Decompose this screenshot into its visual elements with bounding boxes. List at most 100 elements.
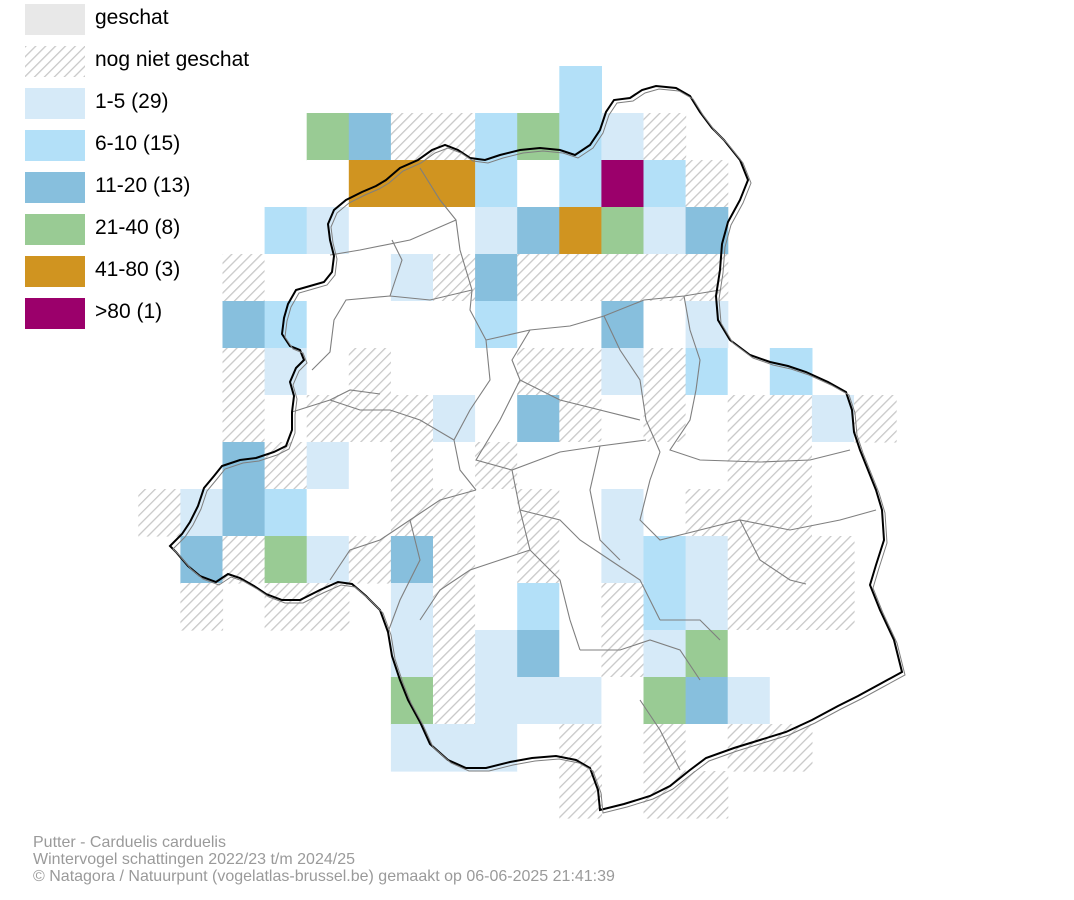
municipality-boundary xyxy=(580,639,701,681)
grid-cell xyxy=(727,489,771,537)
grid-cell xyxy=(475,489,518,537)
grid-cell xyxy=(433,677,476,725)
municipality-borders xyxy=(291,167,877,771)
grid-cell xyxy=(264,395,308,443)
grid-cell xyxy=(643,113,687,161)
grid-cell xyxy=(643,724,687,772)
grid-cell xyxy=(854,395,897,443)
grid-cell xyxy=(769,724,813,772)
grid-cell xyxy=(559,677,602,725)
municipality-boundary xyxy=(603,315,661,453)
grid-cell xyxy=(222,301,266,349)
legend-label: nog niet geschat xyxy=(95,48,250,71)
grid-cell xyxy=(643,442,687,490)
grid-cell xyxy=(643,160,687,208)
grid-cell xyxy=(348,395,392,443)
grid-cell xyxy=(685,583,729,631)
grid-cell xyxy=(348,442,392,490)
grid-cell xyxy=(433,113,476,161)
grid-cell xyxy=(475,160,518,208)
grid-cell xyxy=(685,348,729,396)
grid-cell xyxy=(433,442,476,490)
region-border-secondary xyxy=(172,88,906,814)
municipality-boundary xyxy=(639,451,877,541)
grid-cell xyxy=(643,677,687,725)
grid-cell xyxy=(390,113,434,161)
legend-swatch xyxy=(25,172,85,203)
grid-cell xyxy=(727,395,771,443)
legend-item-80-plus: >80 (1) xyxy=(25,294,355,336)
grid-cell xyxy=(769,442,813,490)
municipality-boundary xyxy=(329,399,455,441)
municipality-boundary xyxy=(660,619,721,641)
grid-cell xyxy=(601,113,645,161)
grid-cell xyxy=(517,677,560,725)
legend-label: 41-80 (3) xyxy=(95,258,181,281)
municipality-boundary xyxy=(511,469,581,651)
grid-cell xyxy=(769,395,813,443)
grid-cell xyxy=(180,583,224,631)
grid-cell xyxy=(559,442,602,490)
grid-cell xyxy=(601,583,645,631)
grid-cell xyxy=(433,630,476,678)
grid-cell xyxy=(264,536,308,584)
grid-cell xyxy=(390,395,434,443)
grid-cell xyxy=(475,395,518,443)
grid-cell xyxy=(811,489,855,537)
grid-cell xyxy=(306,160,350,208)
grid-cell xyxy=(685,442,729,490)
grid-cell xyxy=(517,207,560,255)
grid-cell xyxy=(727,583,771,631)
grid-cell xyxy=(306,583,350,631)
grid-cell xyxy=(348,536,392,584)
grid-cell xyxy=(390,301,434,349)
grid-cell xyxy=(685,536,729,584)
grid-cell xyxy=(475,348,518,396)
legend-item-6-10: 6-10 (15) xyxy=(25,126,355,168)
grid-cell xyxy=(811,536,855,584)
grid-cell xyxy=(264,348,308,396)
grid-cell xyxy=(643,536,687,584)
grid-cell xyxy=(306,301,350,349)
grid-cell xyxy=(769,677,813,725)
grid-cell xyxy=(643,395,687,443)
region-border xyxy=(168,84,904,812)
grid-cell xyxy=(517,724,560,772)
grid-cell xyxy=(264,207,308,255)
grid-cell xyxy=(517,160,560,208)
grid-cell xyxy=(685,489,729,537)
grid-cell xyxy=(559,583,602,631)
municipality-boundary xyxy=(419,549,531,621)
grid-cell xyxy=(348,254,392,302)
grid-cell xyxy=(811,442,855,490)
grid-cell xyxy=(769,489,813,537)
grid-cell xyxy=(390,207,434,255)
grid-cell xyxy=(517,395,560,443)
grid-cell xyxy=(433,395,476,443)
grid-cell xyxy=(601,254,645,302)
grid-cell xyxy=(601,536,645,584)
grid-cell xyxy=(685,395,729,443)
grid-cell xyxy=(559,630,602,678)
grid-cell xyxy=(559,536,602,584)
legend-item-geschat: geschat xyxy=(25,0,355,42)
legend-label: 21-40 (8) xyxy=(95,216,181,239)
grid-cell xyxy=(475,724,518,772)
grid-cell xyxy=(517,583,560,631)
grid-cell xyxy=(643,301,687,349)
grid-cell xyxy=(643,348,687,396)
grid-cell xyxy=(769,536,813,584)
grid-cell xyxy=(727,536,771,584)
grid-cell xyxy=(306,442,350,490)
grid-cell xyxy=(643,489,687,537)
legend-swatch xyxy=(25,298,85,329)
legend-swatch xyxy=(25,4,85,35)
legend-swatch xyxy=(25,256,85,287)
grid-cell xyxy=(727,348,771,396)
grid-cell xyxy=(601,442,645,490)
grid-cell xyxy=(348,489,392,537)
grid-cell xyxy=(685,630,729,678)
grid-cell xyxy=(559,489,602,537)
grid-cell xyxy=(348,160,392,208)
